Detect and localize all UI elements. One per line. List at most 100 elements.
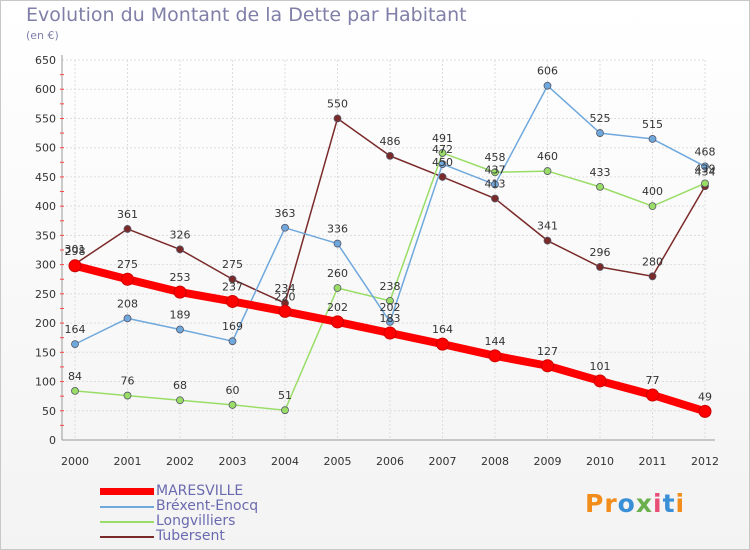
data-point — [596, 263, 604, 271]
data-label: 144 — [485, 335, 506, 348]
data-label: 326 — [170, 228, 191, 241]
data-label: 275 — [117, 258, 138, 271]
data-point — [491, 180, 499, 189]
data-label: 336 — [327, 223, 348, 236]
data-point — [123, 314, 132, 323]
y-tick-label: 50 — [42, 405, 56, 418]
data-point — [488, 349, 502, 363]
data-point — [543, 236, 552, 245]
data-label: 183 — [380, 312, 401, 325]
legend-swatch — [100, 488, 154, 495]
data-label: 76 — [121, 375, 135, 388]
data-label: 60 — [226, 384, 240, 397]
data-label: 169 — [222, 320, 243, 333]
data-label: 280 — [642, 255, 663, 268]
data-label: 363 — [275, 207, 296, 220]
data-label: 49 — [698, 390, 712, 403]
data-point — [278, 304, 292, 318]
data-point — [333, 114, 342, 123]
data-point — [648, 202, 657, 211]
data-point — [596, 182, 604, 191]
data-point — [71, 386, 79, 395]
x-tick-label: 2002 — [166, 455, 194, 468]
data-label: 202 — [327, 301, 348, 314]
x-tick-label: 2001 — [114, 455, 142, 468]
x-tick-label: 2011 — [639, 455, 667, 468]
data-point — [386, 296, 394, 305]
data-label: 202 — [380, 301, 401, 314]
x-tick-label: 2000 — [61, 455, 89, 468]
data-label: 301 — [65, 243, 86, 256]
legend-swatch — [100, 521, 154, 523]
data-point — [438, 149, 447, 157]
y-tick-label: 0 — [49, 434, 56, 447]
data-point — [228, 275, 237, 284]
data-label: 606 — [537, 65, 558, 78]
data-point — [123, 391, 132, 400]
data-point — [438, 173, 447, 181]
x-tick-label: 2006 — [376, 455, 404, 468]
data-label: 434 — [695, 165, 716, 178]
data-point — [701, 179, 709, 188]
chart-subtitle: (en €) — [26, 29, 59, 42]
data-label: 164 — [432, 323, 453, 336]
y-tick-label: 100 — [35, 376, 56, 389]
data-label: 550 — [327, 97, 348, 110]
data-point — [698, 404, 712, 418]
y-tick-label: 200 — [35, 317, 56, 330]
x-tick-label: 2009 — [534, 455, 562, 468]
data-label: 101 — [590, 360, 611, 373]
y-tick-label: 300 — [35, 259, 56, 272]
data-label: 450 — [432, 156, 453, 169]
data-label: 525 — [590, 112, 611, 125]
data-point — [543, 81, 552, 90]
data-label: 127 — [537, 345, 558, 358]
data-point — [386, 151, 394, 160]
data-label: 51 — [278, 389, 292, 402]
data-point — [593, 374, 607, 388]
data-label: 208 — [117, 297, 138, 310]
data-label: 296 — [590, 246, 611, 259]
legend-label: Tubersent — [156, 528, 225, 544]
y-tick-label: 400 — [35, 200, 56, 213]
data-point — [438, 160, 447, 168]
data-label: 400 — [642, 185, 663, 198]
data-point — [333, 284, 342, 292]
data-label: 234 — [275, 282, 296, 295]
y-tick-label: 650 — [35, 54, 56, 67]
data-point — [386, 318, 394, 326]
data-label: 486 — [380, 135, 401, 148]
data-label: 472 — [432, 143, 453, 156]
data-label: 515 — [642, 118, 663, 131]
data-point — [331, 315, 344, 329]
data-label: 260 — [327, 267, 348, 280]
data-point — [333, 239, 342, 248]
legend-swatch — [100, 506, 154, 508]
data-point — [121, 272, 134, 286]
data-label: 84 — [68, 370, 82, 383]
legend-label: Bréxent-Enocq — [156, 498, 259, 514]
data-label: 189 — [170, 309, 191, 322]
data-label: 220 — [275, 290, 296, 303]
y-tick-label: 500 — [35, 142, 56, 155]
y-tick-label: 550 — [35, 112, 56, 125]
data-point — [228, 337, 237, 346]
y-tick-label: 350 — [35, 229, 56, 242]
data-point — [281, 406, 289, 415]
data-label: 460 — [537, 150, 558, 163]
data-label: 341 — [537, 220, 558, 233]
x-tick-label: 2004 — [271, 455, 299, 468]
data-point — [648, 272, 657, 281]
legend-label: MARESVILLE — [156, 483, 244, 499]
legend-label: Longvilliers — [156, 513, 236, 529]
data-label: 413 — [485, 178, 506, 191]
data-label: 253 — [170, 271, 191, 284]
data-point — [648, 135, 657, 143]
data-label: 468 — [695, 145, 716, 158]
data-point — [176, 245, 184, 254]
data-label: 491 — [432, 132, 453, 145]
x-tick-label: 2008 — [481, 455, 509, 468]
data-point — [226, 294, 239, 308]
legend-swatch — [100, 536, 154, 538]
